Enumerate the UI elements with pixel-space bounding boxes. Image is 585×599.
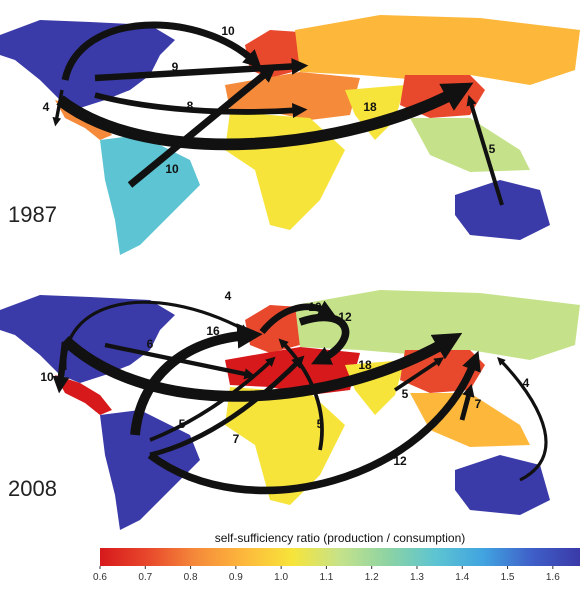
se-asia bbox=[410, 118, 530, 172]
flow-label: 4 bbox=[225, 289, 232, 303]
colorbar-tick-label: 0.7 bbox=[138, 572, 152, 583]
flow-label: 5 bbox=[179, 417, 186, 431]
flow-arrow bbox=[147, 350, 481, 495]
se-asia bbox=[410, 393, 530, 447]
flow-label: 7 bbox=[475, 397, 482, 411]
middle-east bbox=[225, 72, 360, 120]
colorbar-tick-label: 1.5 bbox=[501, 572, 515, 583]
flow-arrow bbox=[130, 323, 263, 436]
colorbar-tick-label: 0.9 bbox=[229, 572, 243, 583]
map-2008 bbox=[0, 290, 580, 530]
colorbar bbox=[100, 548, 580, 566]
russia bbox=[295, 15, 580, 85]
flow-arrow bbox=[56, 82, 474, 151]
flow-arrow bbox=[52, 341, 70, 394]
colorbar-tick-label: 1.1 bbox=[319, 572, 333, 583]
flow-label: 10 bbox=[308, 300, 322, 314]
africa bbox=[225, 387, 345, 505]
colorbar-tick-label: 1.0 bbox=[274, 572, 288, 583]
flow-arrow bbox=[459, 383, 475, 421]
flow-label: 18 bbox=[358, 358, 372, 372]
flow-label: 4 bbox=[523, 376, 530, 390]
russia bbox=[295, 290, 580, 360]
flow-label: 10 bbox=[221, 24, 235, 38]
flow-label: 16 bbox=[206, 324, 220, 338]
flow-label: 4 bbox=[43, 100, 50, 114]
flow-label: 10 bbox=[165, 162, 179, 176]
australia bbox=[455, 455, 550, 515]
flow-arrow bbox=[61, 21, 262, 81]
flow-label: 8 bbox=[187, 99, 194, 113]
australia bbox=[455, 180, 550, 240]
flow-arrow bbox=[149, 356, 276, 442]
flow-label: 6 bbox=[147, 337, 154, 351]
flow-arrow bbox=[466, 95, 504, 206]
colorbar-tick-label: 1.3 bbox=[410, 572, 424, 583]
flow-label: 10 bbox=[40, 370, 54, 384]
flow-arrow bbox=[278, 338, 324, 451]
colorbar-title: self-sufficiency ratio (production / con… bbox=[215, 531, 466, 545]
flow-arrow bbox=[61, 332, 463, 402]
flow-label: 5 bbox=[489, 142, 496, 156]
flow-arrow bbox=[497, 357, 548, 482]
colorbar-tick-label: 0.6 bbox=[93, 572, 107, 583]
flow-label: 12 bbox=[338, 310, 352, 324]
flow-label: 9 bbox=[172, 60, 179, 74]
india bbox=[345, 85, 405, 140]
flow-label: 12 bbox=[393, 454, 407, 468]
flow-label: 5 bbox=[402, 387, 409, 401]
north-america bbox=[0, 295, 175, 383]
flow-arrow bbox=[149, 355, 305, 458]
year-label: 1987 bbox=[8, 202, 57, 227]
flow-arrow bbox=[393, 357, 445, 392]
flow-label: 5 bbox=[317, 417, 324, 431]
colorbar-tick-label: 1.6 bbox=[546, 572, 560, 583]
flow-arrow bbox=[104, 342, 256, 380]
flow-label: 18 bbox=[363, 100, 377, 114]
flow-arrow bbox=[298, 313, 350, 365]
flow-arrow bbox=[127, 64, 278, 188]
flow-label: 7 bbox=[233, 432, 240, 446]
colorbar-tick-label: 1.4 bbox=[455, 572, 469, 583]
colorbar-tick-label: 1.2 bbox=[365, 572, 379, 583]
north-america bbox=[0, 20, 175, 108]
flow-arrow bbox=[52, 89, 64, 127]
flow-arrow bbox=[259, 300, 336, 335]
flow-arrow bbox=[94, 92, 308, 119]
south-america bbox=[100, 410, 200, 530]
colorbar-tick-label: 0.8 bbox=[184, 572, 198, 583]
year-label: 2008 bbox=[8, 476, 57, 501]
south-america bbox=[100, 135, 200, 255]
